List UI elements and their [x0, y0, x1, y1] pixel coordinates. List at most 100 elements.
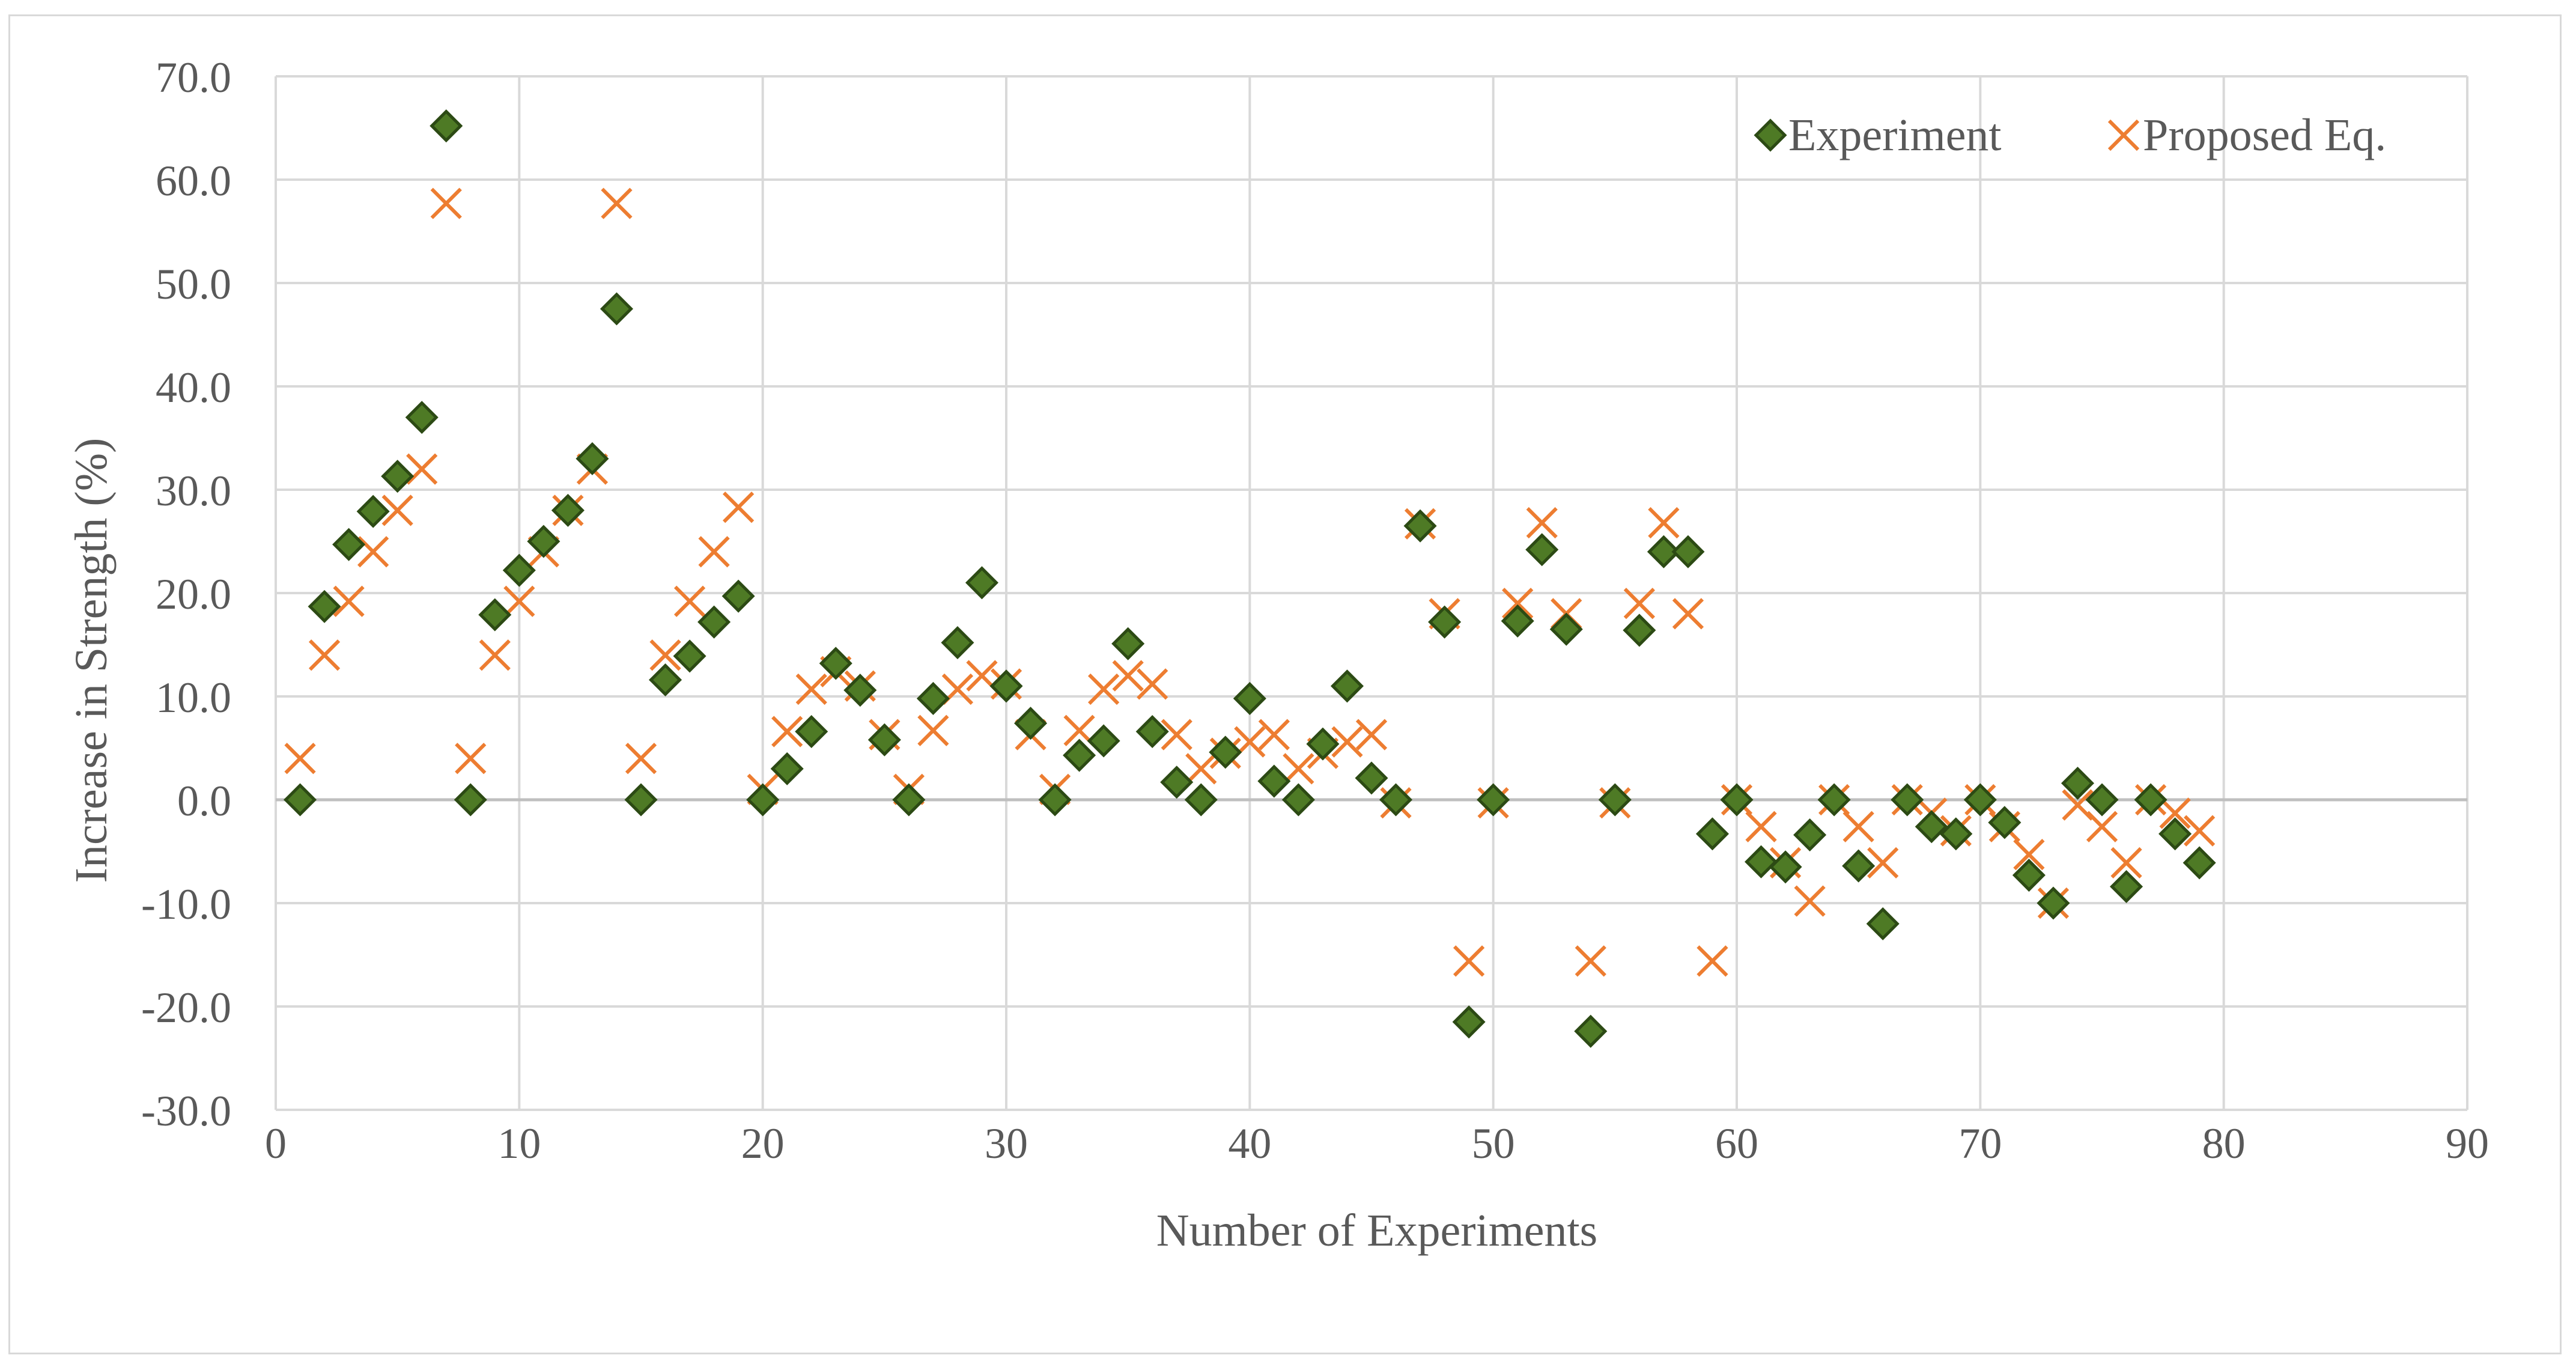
- experiment-point: [1379, 783, 1413, 817]
- experiment-point: [2109, 869, 2143, 904]
- proposed-point: [723, 492, 755, 523]
- experiment-point: [1087, 724, 1120, 758]
- y-tick-label: 20.0: [156, 570, 231, 618]
- x-marker-stroke: [698, 536, 730, 568]
- legend-item-proposed: Proposed Eq.: [2107, 110, 2386, 160]
- x-marker-stroke: [479, 639, 511, 671]
- experiment-point: [1647, 535, 1680, 568]
- proposed-point: [1258, 719, 1290, 750]
- proposed-point: [1112, 660, 1144, 692]
- proposed-point: [649, 639, 681, 671]
- x-marker-stroke: [966, 660, 998, 692]
- x-marker-stroke: [381, 495, 413, 526]
- experiment-point: [502, 553, 536, 587]
- experiment-point: [1403, 509, 1437, 543]
- proposed-point: [1697, 945, 1728, 977]
- x-marker-stroke: [1623, 588, 1655, 620]
- chart-frame: 70.0 60.0 50.0 40.0 30.0 20.0 10.0 0.0 -10.0 -20.…: [8, 14, 2562, 1354]
- proposed-point: [1867, 847, 1899, 879]
- experiment-point: [1160, 766, 1194, 799]
- y-tick-label: 50.0: [156, 260, 231, 308]
- proposed-point: [1794, 885, 1826, 917]
- x-tick-label: 60: [1715, 1119, 1758, 1168]
- x-marker-stroke: [649, 639, 681, 671]
- experiment-point: [1623, 613, 1656, 647]
- x-marker-stroke: [406, 453, 438, 485]
- y-tick-label: -20.0: [141, 984, 231, 1032]
- proposed-point: [1672, 598, 1704, 630]
- x-tick-label: 80: [2202, 1119, 2246, 1168]
- experiment-point: [576, 442, 609, 475]
- proposed-point: [1185, 753, 1217, 785]
- x-marker-stroke: [1283, 753, 1314, 785]
- experiment-point: [989, 669, 1023, 703]
- experiment-point: [1744, 845, 1778, 878]
- experiment-point: [283, 783, 317, 817]
- proposed-point: [1842, 811, 1874, 842]
- proposed-point: [1331, 726, 1363, 758]
- experiment-point: [2012, 859, 2046, 892]
- experiment-point: [1842, 849, 1876, 883]
- x-marker-stroke: [284, 743, 316, 775]
- x-marker-stroke: [1088, 673, 1120, 705]
- y-tick-label: 10.0: [156, 674, 231, 722]
- experiment-point: [600, 292, 634, 326]
- proposed-point: [1502, 588, 1534, 620]
- experiment-point: [1525, 533, 1559, 567]
- x-marker-stroke: [1258, 719, 1290, 750]
- x-marker-stroke: [723, 492, 755, 523]
- x-marker-stroke: [2107, 119, 2140, 151]
- experiment-point: [454, 783, 487, 817]
- x-marker-stroke: [1794, 885, 1826, 917]
- x-marker-stroke: [673, 585, 706, 617]
- experiment-point: [1695, 817, 1730, 851]
- experiment-point: [1793, 818, 1827, 852]
- experiment-point: [1598, 783, 1632, 817]
- legend-experiment-marker: [1754, 118, 1787, 152]
- experiment-point: [332, 528, 366, 561]
- experiment-point: [746, 783, 780, 817]
- x-marker-stroke: [1185, 753, 1217, 785]
- y-tick-label: 0.0: [177, 777, 231, 825]
- x-marker-stroke: [308, 639, 341, 671]
- x-marker-stroke: [1502, 588, 1534, 620]
- x-marker-stroke: [1355, 719, 1388, 750]
- experiment-point: [2061, 766, 2095, 800]
- experiment-point: [308, 589, 341, 623]
- experiment-point: [1257, 764, 1291, 798]
- experiment-point: [1428, 605, 1462, 639]
- y-tick-label: -30.0: [141, 1087, 231, 1135]
- proposed-point: [1453, 945, 1485, 977]
- experiment-point: [2085, 783, 2119, 817]
- proposed-point: [1137, 668, 1168, 700]
- legend-item-experiment: Experiment: [1754, 110, 2002, 160]
- x-marker-stroke: [1137, 668, 1168, 700]
- proposed-point: [1648, 507, 1680, 539]
- proposed-point: [284, 743, 316, 775]
- x-marker-stroke: [1453, 945, 1485, 977]
- experiment-point: [527, 525, 560, 558]
- experiment-point: [916, 681, 950, 715]
- experiment-point: [1477, 783, 1510, 817]
- x-marker-stroke: [1112, 660, 1144, 692]
- x-marker-stroke: [2062, 789, 2094, 821]
- proposed-point: [1355, 719, 1388, 750]
- experiment-point: [1452, 1005, 1486, 1039]
- x-marker-stroke: [2013, 839, 2045, 871]
- proposed-point: [2110, 847, 2142, 879]
- y-axis-label: Increase in Strength (%): [66, 438, 117, 883]
- x-marker-stroke: [1745, 811, 1777, 842]
- x-tick-label: 10: [497, 1119, 541, 1168]
- legend-proposed-marker: [2107, 119, 2140, 151]
- x-marker-stroke: [1526, 507, 1558, 539]
- experiment-point: [2183, 846, 2216, 880]
- proposed-point: [357, 536, 389, 568]
- x-marker-stroke: [357, 536, 389, 568]
- proposed-point: [2159, 797, 2191, 829]
- proposed-point: [917, 714, 949, 746]
- x-marker-stroke: [1697, 945, 1728, 977]
- proposed-point: [673, 585, 706, 617]
- proposed-point: [1283, 753, 1314, 785]
- x-tick-label: 40: [1228, 1119, 1271, 1168]
- experiment-point: [843, 674, 877, 707]
